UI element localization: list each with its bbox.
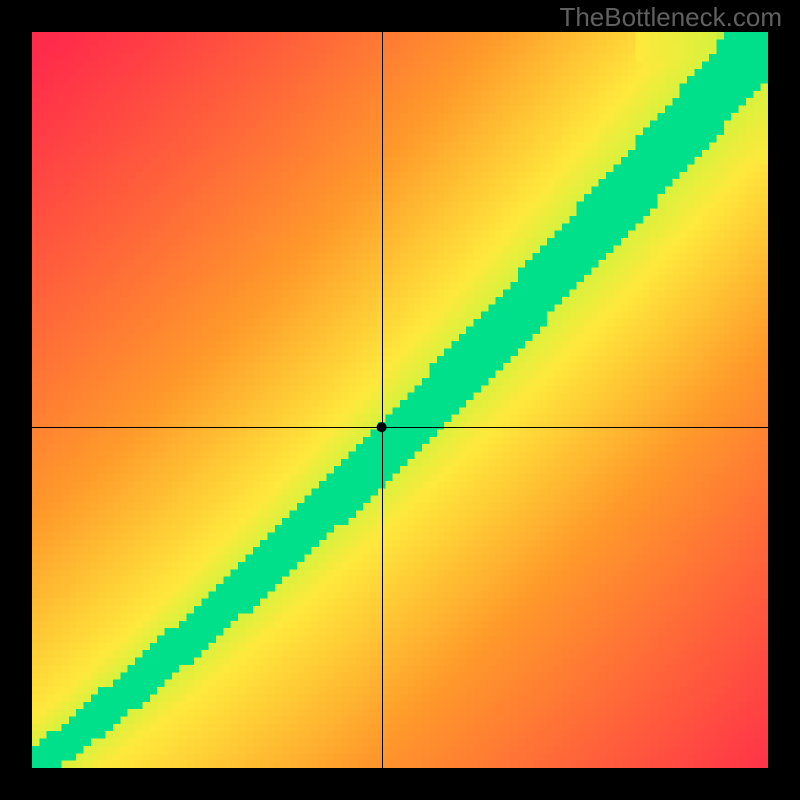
crosshair-overlay <box>32 32 768 768</box>
watermark-text: TheBottleneck.com <box>559 2 782 33</box>
chart-container: TheBottleneck.com <box>0 0 800 800</box>
plot-area <box>32 32 768 768</box>
